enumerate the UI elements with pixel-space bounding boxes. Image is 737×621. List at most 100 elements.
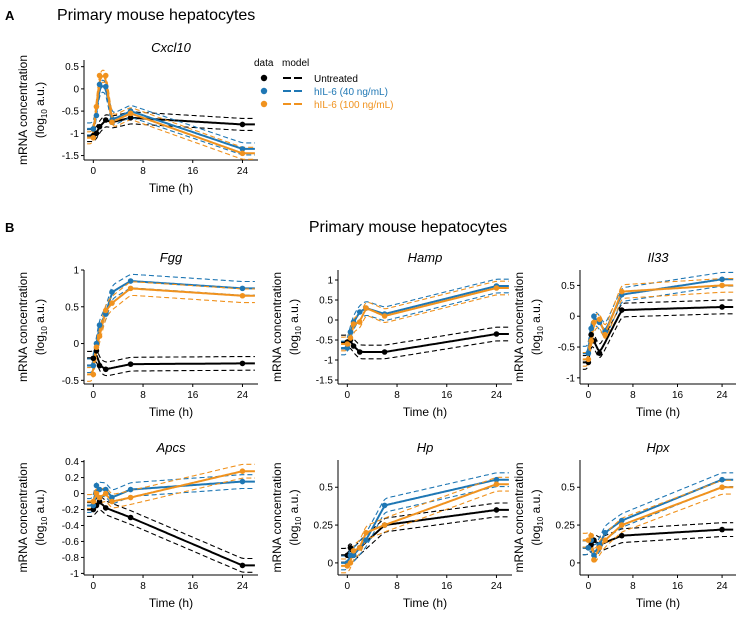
x-tick-label: 8 [630,581,636,592]
data-point-untreated [381,349,388,355]
data-point-il6-100 [102,307,109,314]
x-tick-label: 16 [187,581,199,592]
plot-area [87,463,255,573]
y-axis-label-line1: mRNA concentration [270,272,284,382]
data-point-untreated [96,362,103,369]
panel-b-heading: Primary mouse hepatocytes [309,219,507,236]
data-point-il6-100 [93,490,100,497]
data-point-il6-100 [344,341,351,347]
legend-label-il6-100: hIL-6 (100 ng/mL) [314,100,394,111]
x-tick-label: 24 [491,390,503,401]
y-tick-label: -0.2 [62,505,80,516]
x-axis-label: Time (h) [636,405,680,419]
model-lower-il6-40 [341,292,509,356]
y-tick-label: -1 [566,373,575,384]
data-point-untreated [96,498,103,505]
x-axis-label: Time (h) [403,405,447,419]
y-tick-label: -1.5 [316,376,334,387]
data-point-il6-100 [596,544,603,551]
model-upper-il6-100 [87,463,255,496]
data-point-il6-100 [93,344,100,351]
data-point-il6-100 [347,335,354,341]
y-tick-label: 0 [569,558,575,569]
data-point-il6-40 [493,476,500,483]
data-point-il6-100 [93,103,100,110]
y-axis-label-line2: (log10 a.u.) [33,489,49,545]
y-tick-label: 0.5 [65,302,79,313]
data-point-il6-100 [102,72,109,79]
data-point-il6-40 [90,362,97,369]
data-point-il6-40 [96,81,103,88]
model-upper-untreated [341,326,509,346]
data-point-il6-40 [96,486,103,493]
x-tick-label: 16 [441,581,453,592]
y-tick-label: -0.4 [62,521,80,532]
model-lower-untreated [341,340,509,360]
data-point-untreated [719,304,725,310]
legend-label-untreated: Untreated [314,74,358,85]
data-point-il6-100 [109,119,115,126]
plot-area [582,271,734,370]
y-tick-label: 0.5 [319,296,333,307]
data-point-untreated [96,123,103,130]
data-point-untreated [618,307,625,313]
x-tick-label: 8 [140,581,146,592]
y-tick-label: 0.5 [319,483,333,494]
data-point-il6-100 [127,110,134,117]
chart-fgg: Fgg -0.5 0 0.5 1 0 8 16 24 Time (h) mRNA concentra… [16,250,258,419]
data-point-il6-40 [591,313,597,320]
data-point-il6-40 [347,329,354,335]
y-axis-label-line1: mRNA concentration [16,55,30,165]
data-point-il6-100 [381,313,388,319]
y-tick-label: 0.25 [556,521,576,532]
x-tick-label: 8 [394,390,400,401]
chart-title: Cxcl10 [151,40,192,55]
x-axis-label: Time (h) [636,596,680,610]
y-tick-label: 0 [73,489,79,500]
data-point-untreated [596,350,603,356]
data-point-il6-100 [602,537,608,543]
data-point-untreated [102,505,109,511]
data-point-il6-40 [109,289,115,295]
data-point-il6-40 [350,552,357,559]
model-upper-il6-100 [87,69,255,148]
y-axis-label-line2: (log10 a.u.) [529,489,545,545]
y-axis-label-line1: mRNA concentration [16,462,30,572]
model-line-il6-40 [87,280,255,367]
data-point-untreated [618,532,625,539]
data-point-il6-100 [96,494,103,501]
data-point-il6-40 [585,350,592,356]
data-point-il6-40 [93,112,100,119]
x-tick-label: 24 [237,390,249,401]
model-line-untreated [87,502,255,567]
model-upper-il6-100 [341,280,509,338]
y-tick-label: 0 [327,316,333,327]
panel-b-letter: B [5,220,14,235]
y-tick-label: -0.5 [62,107,80,118]
chart-title: Fgg [160,250,183,265]
data-point-il6-100 [618,288,625,295]
model-lower-il6-40 [87,487,255,513]
data-point-il6-40 [93,482,100,489]
y-tick-label: 0.2 [65,473,79,484]
data-point-il6-100 [96,333,103,339]
model-line-il6-100 [341,483,509,567]
data-point-il6-100 [585,356,592,363]
data-point-il6-40 [96,322,103,328]
chart-title: Hp [417,440,434,455]
y-tick-label: 0.5 [65,62,79,73]
y-axis-label-line2: (log10 a.u.) [287,489,303,545]
data-point-il6-40 [90,126,97,132]
data-point-untreated [127,114,134,121]
data-point-il6-100 [90,134,97,141]
data-point-il6-40 [618,517,625,524]
data-point-il6-100 [356,544,363,551]
model-line-untreated [87,116,255,137]
legend-header-data: data [254,58,274,69]
data-point-il6-100 [363,305,369,311]
y-tick-label: 0 [569,312,575,323]
y-axis-label-line2: (log10 a.u.) [287,299,303,355]
x-tick-label: 0 [345,581,351,592]
x-tick-label: 16 [441,390,453,401]
data-point-il6-100 [350,547,357,554]
